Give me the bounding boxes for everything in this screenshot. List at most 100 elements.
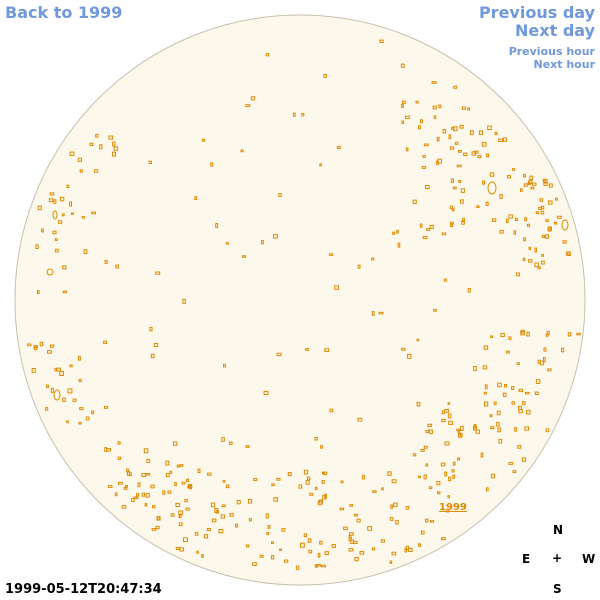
- contour-mark: [91, 410, 95, 415]
- contour-mark: [417, 543, 421, 547]
- contour-mark: [155, 525, 160, 530]
- contour-mark: [203, 534, 209, 539]
- back-to-year-link[interactable]: Back to 1999: [5, 3, 123, 22]
- compass-south-label: S: [553, 582, 562, 596]
- contour-mark: [54, 238, 58, 241]
- contour-mark: [489, 414, 493, 418]
- contour-mark: [78, 421, 82, 425]
- contour-mark: [491, 218, 497, 222]
- contour-mark: [391, 551, 397, 556]
- contour-mark: [546, 331, 550, 335]
- contour-mark: [541, 254, 545, 257]
- contour-mark: [505, 350, 510, 354]
- contour-mark: [117, 441, 121, 445]
- contour-mark: [206, 527, 212, 531]
- region-year-link[interactable]: 1999: [439, 502, 467, 513]
- contour-mark: [104, 259, 108, 264]
- contour-mark: [524, 217, 527, 222]
- contour-mark: [424, 518, 429, 523]
- contour-mark: [179, 547, 185, 552]
- contour-mark: [529, 175, 534, 181]
- contour-mark: [422, 236, 428, 240]
- contour-mark: [514, 217, 518, 221]
- contour-mark: [309, 492, 314, 496]
- next-day-link[interactable]: Next day: [515, 21, 595, 40]
- contour-mark: [59, 371, 64, 376]
- contour-mark: [39, 341, 44, 347]
- contour-mark: [539, 198, 544, 202]
- contour-mark: [441, 537, 446, 541]
- contour-mark: [69, 201, 72, 207]
- contour-mark: [78, 378, 82, 383]
- previous-day-link[interactable]: Previous day: [478, 3, 595, 22]
- contour-mark: [182, 298, 186, 304]
- contour-mark: [514, 427, 517, 432]
- contour-mark: [103, 340, 108, 345]
- contour-mark: [389, 560, 393, 564]
- contour-mark: [72, 398, 77, 402]
- contour-mark: [133, 496, 139, 500]
- contour-mark: [223, 363, 226, 368]
- contour-mark: [149, 326, 153, 332]
- contour-mark: [348, 548, 354, 552]
- contour-mark: [510, 386, 515, 390]
- contour-mark: [141, 492, 146, 497]
- contour-mark: [221, 504, 226, 508]
- contour-mark: [320, 445, 323, 449]
- contour-mark: [446, 509, 450, 513]
- previous-hour-link[interactable]: Previous hour: [508, 45, 595, 58]
- contour-mark: [467, 107, 471, 111]
- contour-mark: [516, 362, 520, 365]
- contour-mark: [54, 367, 58, 372]
- contour-mark: [339, 507, 345, 511]
- contour-mark: [528, 259, 533, 263]
- contour-mark: [467, 288, 471, 293]
- contour-mark: [389, 517, 394, 521]
- contour-mark: [298, 484, 303, 489]
- contour-mark: [303, 533, 308, 538]
- contour-mark: [356, 518, 361, 523]
- contour-mark: [443, 278, 447, 282]
- contour-mark: [148, 160, 153, 165]
- contour-mark: [178, 513, 182, 518]
- contour-mark: [387, 471, 392, 476]
- contour-mark: [520, 329, 525, 334]
- contour-mark: [201, 138, 206, 142]
- contour-mark: [541, 205, 545, 210]
- contour-mark: [69, 151, 75, 157]
- next-hour-link[interactable]: Next hour: [533, 58, 596, 71]
- contour-mark: [528, 179, 533, 185]
- contour-mark: [442, 128, 447, 134]
- contour-mark: [498, 438, 503, 444]
- contour-mark: [401, 103, 404, 109]
- contour-mark: [460, 425, 464, 431]
- contour-mark: [447, 402, 451, 405]
- contour-mark: [348, 534, 352, 539]
- contour-mark: [265, 513, 269, 519]
- contour-mark: [483, 401, 489, 407]
- contour-mark: [428, 429, 433, 435]
- contour-mark: [278, 193, 282, 197]
- contour-mark: [270, 541, 274, 544]
- contour-mark: [496, 422, 500, 427]
- contour-mark: [543, 347, 547, 352]
- contour-mark: [576, 332, 581, 336]
- contour-mark: [112, 141, 116, 147]
- contour-mark: [247, 498, 253, 504]
- contour-mark: [221, 437, 225, 442]
- contour-mark: [416, 338, 420, 342]
- contour-mark: [211, 518, 217, 523]
- contour-mark: [425, 430, 430, 433]
- contour-mark: [359, 551, 365, 555]
- contour-mark: [441, 232, 447, 236]
- contour-mark: [401, 347, 406, 351]
- contour-mark: [235, 523, 239, 528]
- contour-mark: [392, 231, 396, 235]
- contour-mark: [543, 178, 548, 184]
- contour-mark: [218, 529, 224, 534]
- contour-mark: [324, 348, 330, 352]
- contour-mark: [283, 559, 289, 563]
- contour-mark: [225, 484, 230, 489]
- contour-mark: [152, 505, 156, 509]
- contour-mark: [412, 199, 417, 204]
